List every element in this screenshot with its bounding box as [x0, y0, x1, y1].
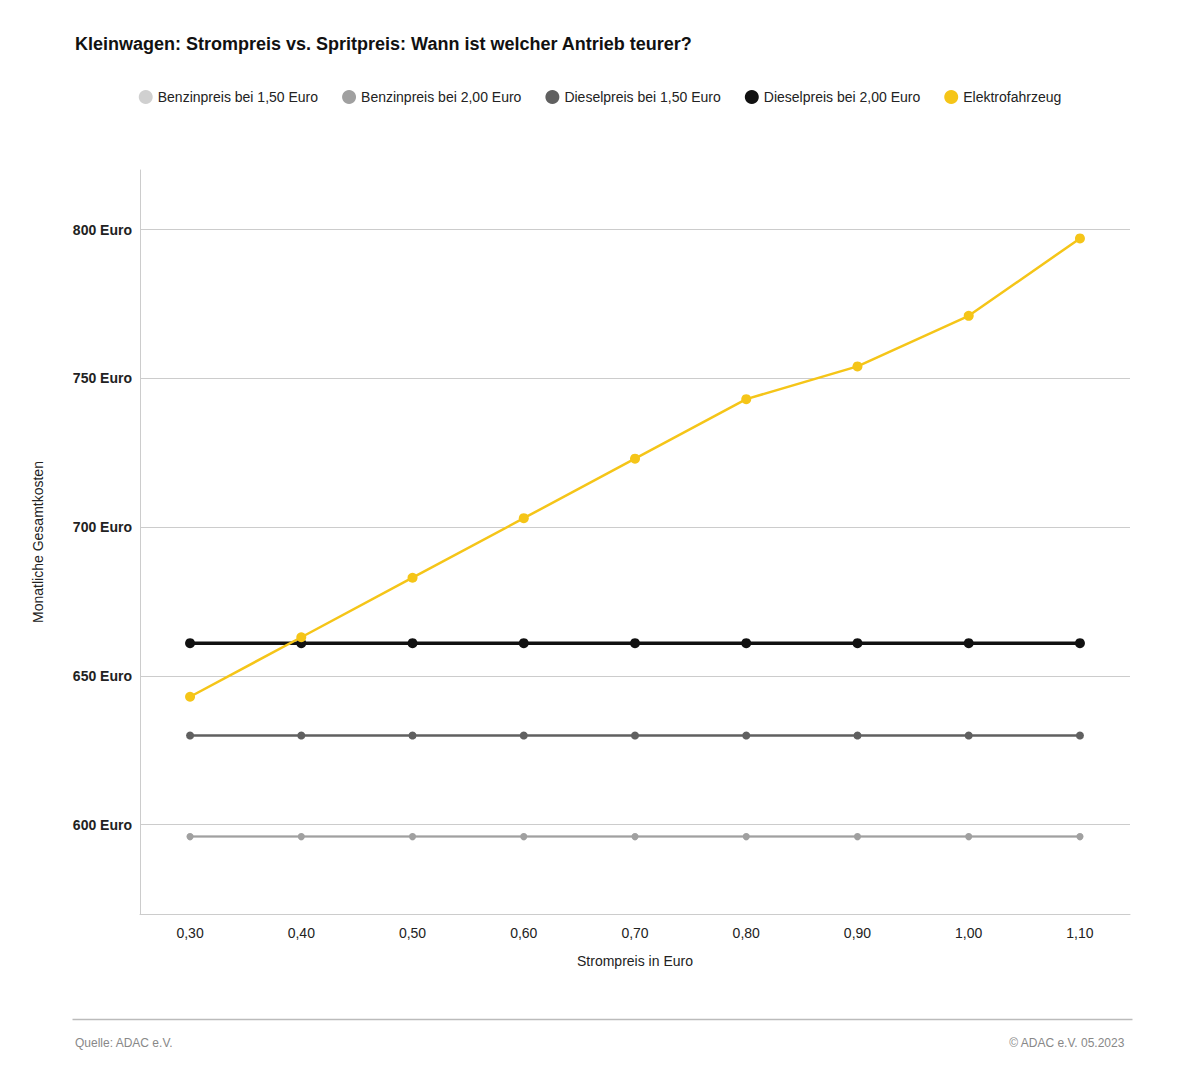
- svg-text:Elektrofahrzeug: Elektrofahrzeug: [963, 89, 1061, 105]
- svg-text:Dieselpreis bei 1,50 Euro: Dieselpreis bei 1,50 Euro: [564, 89, 721, 105]
- svg-text:0,90: 0,90: [844, 925, 871, 941]
- svg-text:0,50: 0,50: [399, 925, 426, 941]
- svg-text:0,30: 0,30: [176, 925, 203, 941]
- svg-text:600 Euro: 600 Euro: [73, 817, 132, 833]
- svg-text:650 Euro: 650 Euro: [73, 668, 132, 684]
- svg-text:1,10: 1,10: [1066, 925, 1093, 941]
- svg-text:750 Euro: 750 Euro: [73, 370, 132, 386]
- svg-text:0,60: 0,60: [510, 925, 537, 941]
- svg-text:1,00: 1,00: [955, 925, 982, 941]
- svg-text:0,70: 0,70: [621, 925, 648, 941]
- svg-text:Quelle: ADAC e.V.: Quelle: ADAC e.V.: [75, 1036, 173, 1050]
- svg-text:0,40: 0,40: [288, 925, 315, 941]
- svg-text:Benzinpreis bei 2,00 Euro: Benzinpreis bei 2,00 Euro: [361, 89, 522, 105]
- svg-text:0,80: 0,80: [733, 925, 760, 941]
- svg-text:Benzinpreis bei 1,50 Euro: Benzinpreis bei 1,50 Euro: [158, 89, 319, 105]
- svg-text:700 Euro: 700 Euro: [73, 519, 132, 535]
- svg-text:Dieselpreis bei 2,00 Euro: Dieselpreis bei 2,00 Euro: [764, 89, 921, 105]
- svg-text:© ADAC e.V. 05.2023: © ADAC e.V. 05.2023: [1009, 1036, 1124, 1050]
- svg-text:Monatliche Gesamtkosten: Monatliche Gesamtkosten: [30, 461, 46, 623]
- svg-text:Kleinwagen: Strompreis vs. Spr: Kleinwagen: Strompreis vs. Spritpreis: W…: [75, 34, 692, 54]
- svg-text:Strompreis in Euro: Strompreis in Euro: [577, 953, 693, 969]
- svg-text:800 Euro: 800 Euro: [73, 222, 132, 238]
